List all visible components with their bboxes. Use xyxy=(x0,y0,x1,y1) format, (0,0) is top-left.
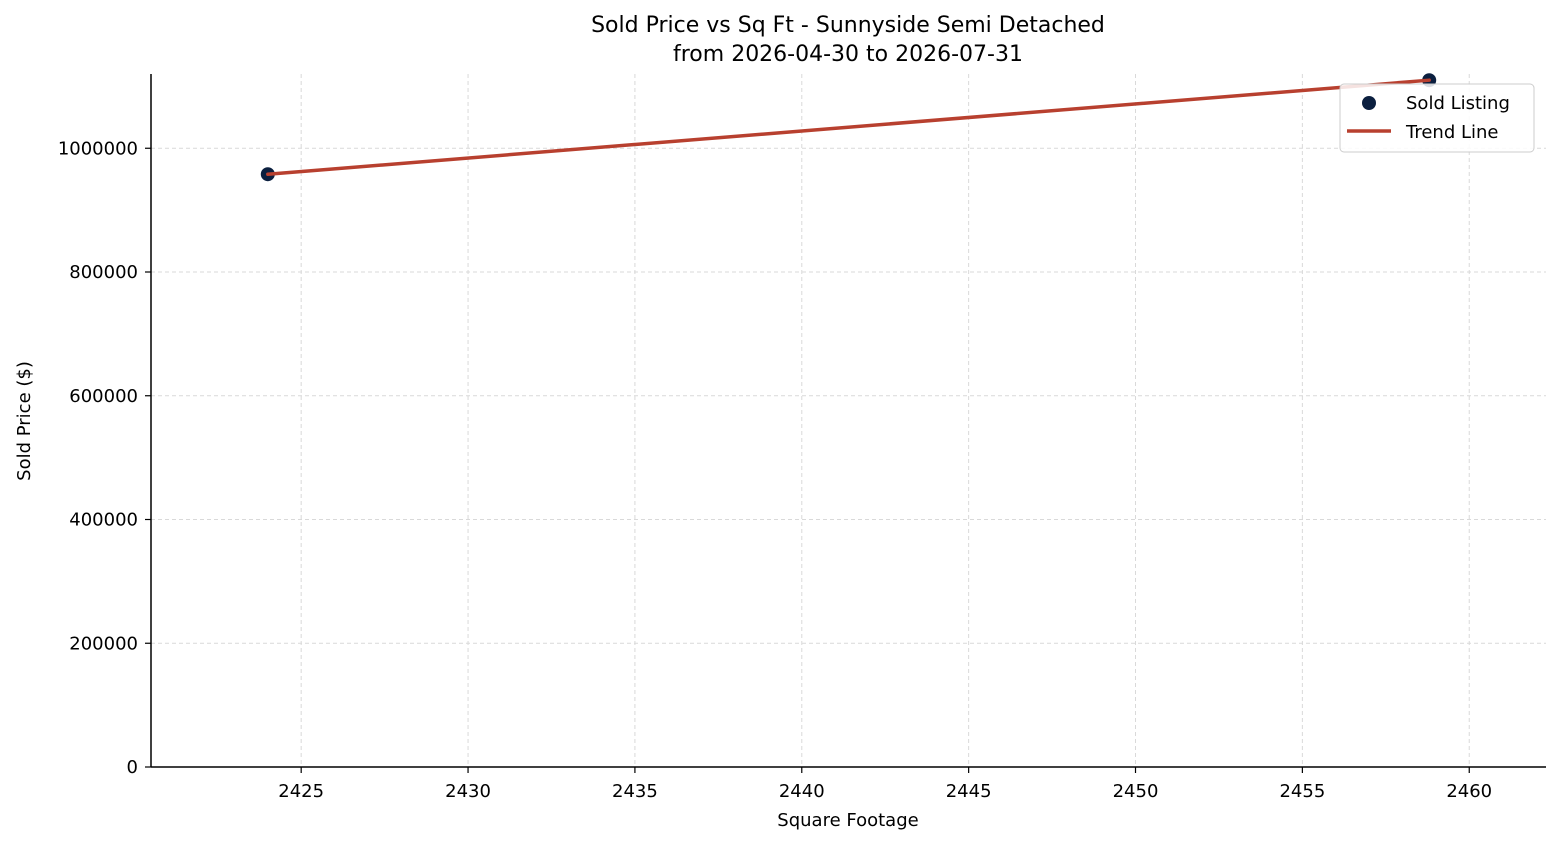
y-tick-label: 600000 xyxy=(69,386,138,407)
legend: Sold Listing Trend Line xyxy=(1339,83,1535,153)
y-tick-label: 0 xyxy=(127,757,138,778)
x-axis-ticks: 2425 2430 2435 2440 2445 2450 2455 2460 xyxy=(278,767,1492,802)
legend-label-trend-line: Trend Line xyxy=(1405,122,1499,143)
chart-title: Sold Price vs Sq Ft - Sunnyside Semi Det… xyxy=(591,13,1105,38)
y-axis-ticks: 0 200000 400000 600000 800000 1000000 xyxy=(58,138,151,778)
y-tick-label: 400000 xyxy=(69,510,138,531)
x-tick-label: 2425 xyxy=(278,781,324,802)
trend-line xyxy=(266,78,1431,176)
legend-box xyxy=(1339,83,1535,153)
y-tick-label: 1000000 xyxy=(58,138,138,159)
x-tick-label: 2430 xyxy=(445,781,491,802)
x-tick-label: 2435 xyxy=(612,781,658,802)
y-tick-label: 800000 xyxy=(69,262,138,283)
x-tick-label: 2455 xyxy=(1279,781,1325,802)
x-tick-label: 2450 xyxy=(1113,781,1159,802)
y-tick-label: 200000 xyxy=(69,633,138,654)
x-tick-label: 2440 xyxy=(779,781,825,802)
legend-marker-sold-listing xyxy=(1362,96,1376,110)
y-axis-label: Sold Price ($) xyxy=(14,361,35,481)
legend-label-sold-listing: Sold Listing xyxy=(1406,93,1510,114)
x-tick-label: 2460 xyxy=(1446,781,1492,802)
x-axis-label: Square Footage xyxy=(777,810,918,831)
chart-subtitle: from 2026-04-30 to 2026-07-31 xyxy=(673,42,1023,67)
x-tick-label: 2445 xyxy=(946,781,992,802)
